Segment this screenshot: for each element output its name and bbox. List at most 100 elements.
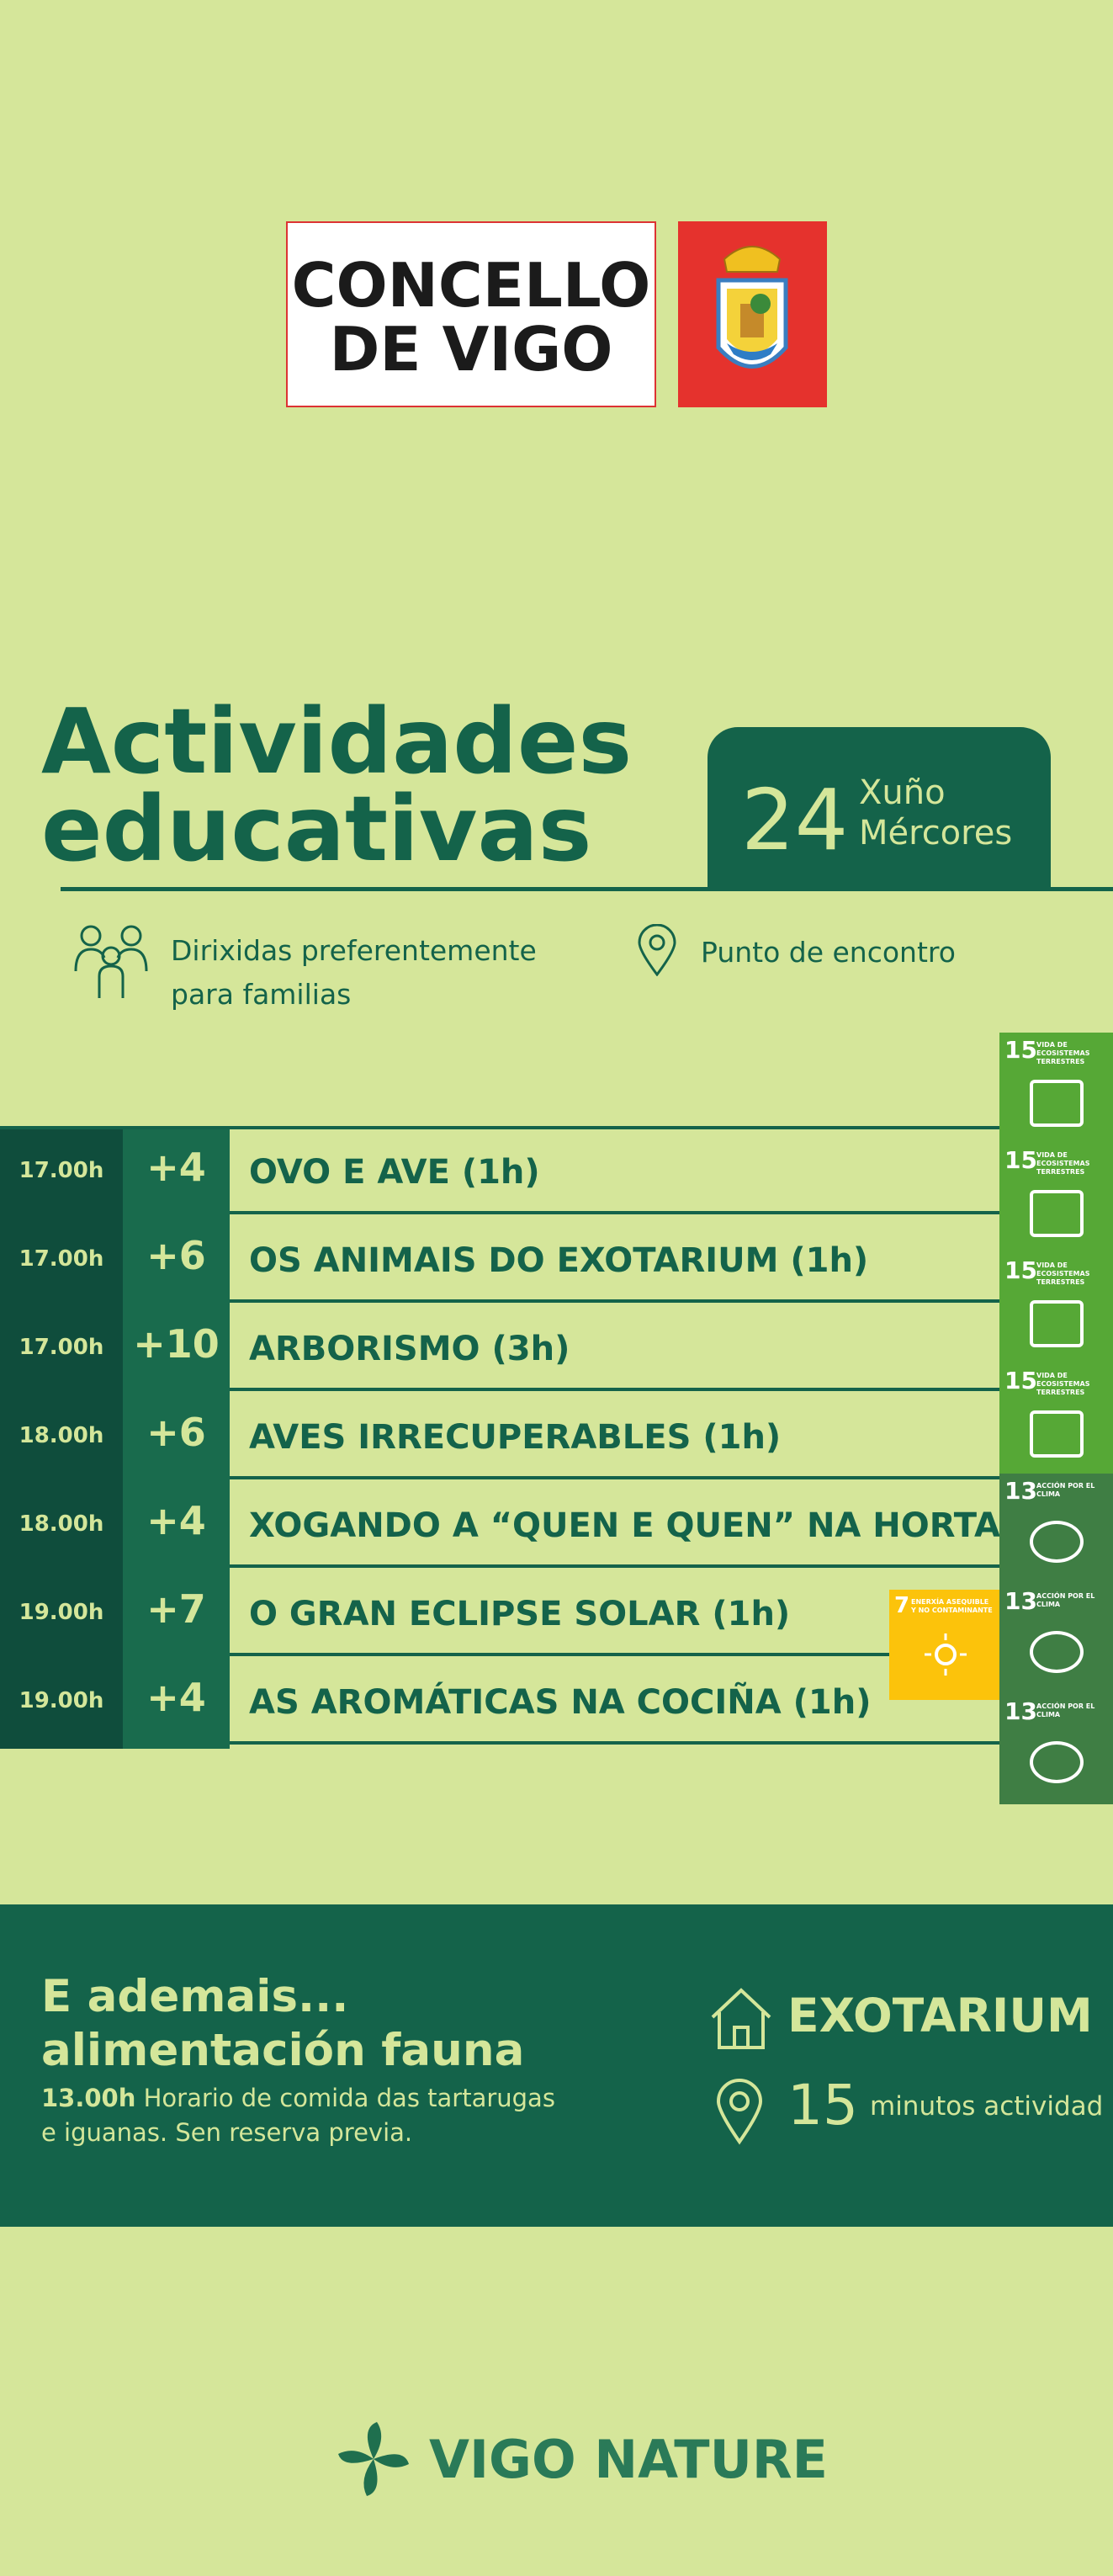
sdg-number: 15 — [1004, 1036, 1037, 1064]
activity-title: OS ANIMAIS DO EXOTARIUM (1h) — [249, 1241, 869, 1280]
brand-name: VIGO NATURE — [429, 2429, 829, 2490]
sdg-icon — [1030, 1410, 1084, 1458]
activity-age: +10 — [133, 1321, 220, 1367]
house-icon — [711, 1988, 771, 2049]
sdg-number: 13 — [1004, 1477, 1037, 1505]
sdg-label: VIDA DE ECOSISTEMAS TERRESTRES — [1036, 1372, 1090, 1396]
sdg-number: 15 — [1004, 1256, 1037, 1284]
sdg-badge: 13 ACCIÓN POR EL CLIMA — [999, 1584, 1113, 1694]
sdg-badge: 13 ACCIÓN POR EL CLIMA — [999, 1694, 1113, 1804]
sdg-badge-7: 7 ENERXÍA ASEQUIBLE Y NO CONTAMINANTE — [889, 1590, 999, 1700]
sdg-label: ACCIÓN POR EL CLIMA — [1036, 1482, 1095, 1498]
meeting-point: Punto de encontro — [701, 936, 956, 969]
activity-age: +6 — [146, 1410, 206, 1455]
sdg-badge: 15 VIDA DE ECOSISTEMAS TERRESTRES — [999, 1253, 1113, 1363]
extra-duration-unit: minutos actividad — [870, 2091, 1104, 2122]
sdg-number: 13 — [1004, 1697, 1037, 1725]
sdg-number: 15 — [1004, 1367, 1037, 1394]
extra-text: Horario de comida das tartarugas — [143, 2084, 555, 2112]
activity-age: +7 — [146, 1586, 206, 1632]
sdg-badge: 13 ACCIÓN POR EL CLIMA — [999, 1474, 1113, 1584]
activity-title: XOGANDO A “QUEN E QUEN” NA HORTA (1h) — [249, 1506, 1090, 1545]
activity-time: 19.00h — [19, 1688, 104, 1713]
sdg-label: VIDA DE ECOSISTEMAS TERRESTRES — [1036, 1151, 1090, 1176]
sdg-label: ACCIÓN POR EL CLIMA — [1036, 1592, 1095, 1608]
activity-title: O GRAN ECLIPSE SOLAR (1h) — [249, 1595, 791, 1633]
sdg-icon — [1030, 1080, 1084, 1127]
row-line — [230, 1564, 1001, 1568]
title-line: educativas — [41, 778, 592, 882]
row-line — [230, 1653, 1001, 1656]
sdg-icon — [1030, 1190, 1084, 1237]
title-line: Actividades — [41, 690, 633, 794]
time-column — [0, 1126, 123, 1749]
extra-heading: E ademais... alimentación fauna — [41, 1970, 524, 2078]
extra-description-line: 13.00h Horario de comida das tartarugas — [41, 2081, 555, 2116]
sdg-icon — [1030, 1521, 1084, 1563]
logo-line: CONCELLO — [291, 250, 651, 321]
date-day: 24 — [741, 771, 849, 869]
activity-time: 18.00h — [19, 1511, 104, 1537]
activity-age: +4 — [146, 1145, 206, 1190]
sdg-number: 15 — [1004, 1146, 1037, 1174]
logo-box: CONCELLO DE VIGO — [286, 221, 656, 407]
date-box: 24 Xuño Mércores — [708, 727, 1051, 889]
row-line — [230, 1211, 1001, 1214]
activity-time: 19.00h — [19, 1600, 104, 1625]
sdg-label: VIDA DE ECOSISTEMAS TERRESTRES — [1036, 1261, 1090, 1286]
extra-duration: 15 — [787, 2073, 858, 2138]
extra-place: EXOTARIUM — [787, 1989, 1093, 2042]
sun-icon — [925, 1633, 967, 1676]
extra-description-line: e iguanas. Sen reserva previa. — [41, 2118, 413, 2147]
date-month: Xuño — [859, 773, 946, 812]
row-line — [230, 1388, 1001, 1391]
activity-title: AVES IRRECUPERABLES (1h) — [249, 1418, 782, 1457]
extra-description: 13.00h Horario de comida das tartarugas … — [41, 2081, 555, 2150]
date-text: Xuño Mércores — [859, 773, 1012, 853]
row-line — [230, 1741, 1001, 1745]
age-column — [123, 1126, 230, 1749]
row-line — [230, 1299, 1001, 1303]
extra-heading-line: alimentación fauna — [41, 2025, 525, 2076]
sdg-label: ACCIÓN POR EL CLIMA — [1036, 1702, 1095, 1718]
audience: Dirixidas preferentemente para familias — [171, 929, 537, 1017]
logo-text: CONCELLO DE VIGO — [288, 253, 655, 381]
audience-line: Dirixidas preferentemente — [171, 934, 537, 967]
extra-heading-line: E ademais... — [41, 1971, 349, 2022]
sdg-number: 13 — [1004, 1587, 1037, 1615]
sdg-number: 7 — [894, 1593, 910, 1618]
sdg-icon — [1030, 1300, 1084, 1347]
family-icon — [74, 925, 148, 998]
sdg-icon — [1030, 1741, 1084, 1783]
brand-icon — [338, 2422, 409, 2496]
activity-time: 18.00h — [19, 1423, 104, 1448]
logo-line: DE VIGO — [329, 314, 613, 385]
sdg-label: VIDA DE ECOSISTEMAS TERRESTRES — [1036, 1041, 1090, 1065]
activity-title: OVO E AVE (1h) — [249, 1153, 540, 1192]
extra-band: E ademais... alimentación fauna 13.00h H… — [0, 1904, 1113, 2227]
activity-age: +4 — [146, 1675, 206, 1720]
sdg-icon — [1030, 1631, 1084, 1673]
activity-time: 17.00h — [19, 1158, 104, 1183]
audience-line: para familias — [171, 978, 352, 1011]
row-line — [0, 1126, 1001, 1129]
activity-age: +4 — [146, 1498, 206, 1543]
extra-time: 13.00h — [41, 2084, 136, 2112]
coat-of-arms — [678, 221, 827, 407]
title: Actividades educativas — [41, 690, 633, 882]
sdg-label: ENERXÍA ASEQUIBLE Y NO CONTAMINANTE — [911, 1598, 993, 1614]
activity-title: ARBORISMO (3h) — [249, 1330, 570, 1368]
activity-time: 17.00h — [19, 1246, 104, 1272]
activity-title: AS AROMÁTICAS NA COCIÑA (1h) — [249, 1683, 872, 1722]
pin-icon — [716, 2079, 763, 2145]
divider — [61, 887, 1113, 891]
sdg-badge: 15 VIDA DE ECOSISTEMAS TERRESTRES — [999, 1143, 1113, 1253]
activity-time: 17.00h — [19, 1335, 104, 1360]
sdg-badge: 15 VIDA DE ECOSISTEMAS TERRESTRES — [999, 1033, 1113, 1143]
sdg-badge: 15 VIDA DE ECOSISTEMAS TERRESTRES — [999, 1363, 1113, 1474]
activity-age: +6 — [146, 1233, 206, 1278]
row-line — [230, 1476, 1001, 1479]
date-weekday: Mércores — [859, 814, 1013, 852]
pin-icon — [638, 924, 676, 976]
